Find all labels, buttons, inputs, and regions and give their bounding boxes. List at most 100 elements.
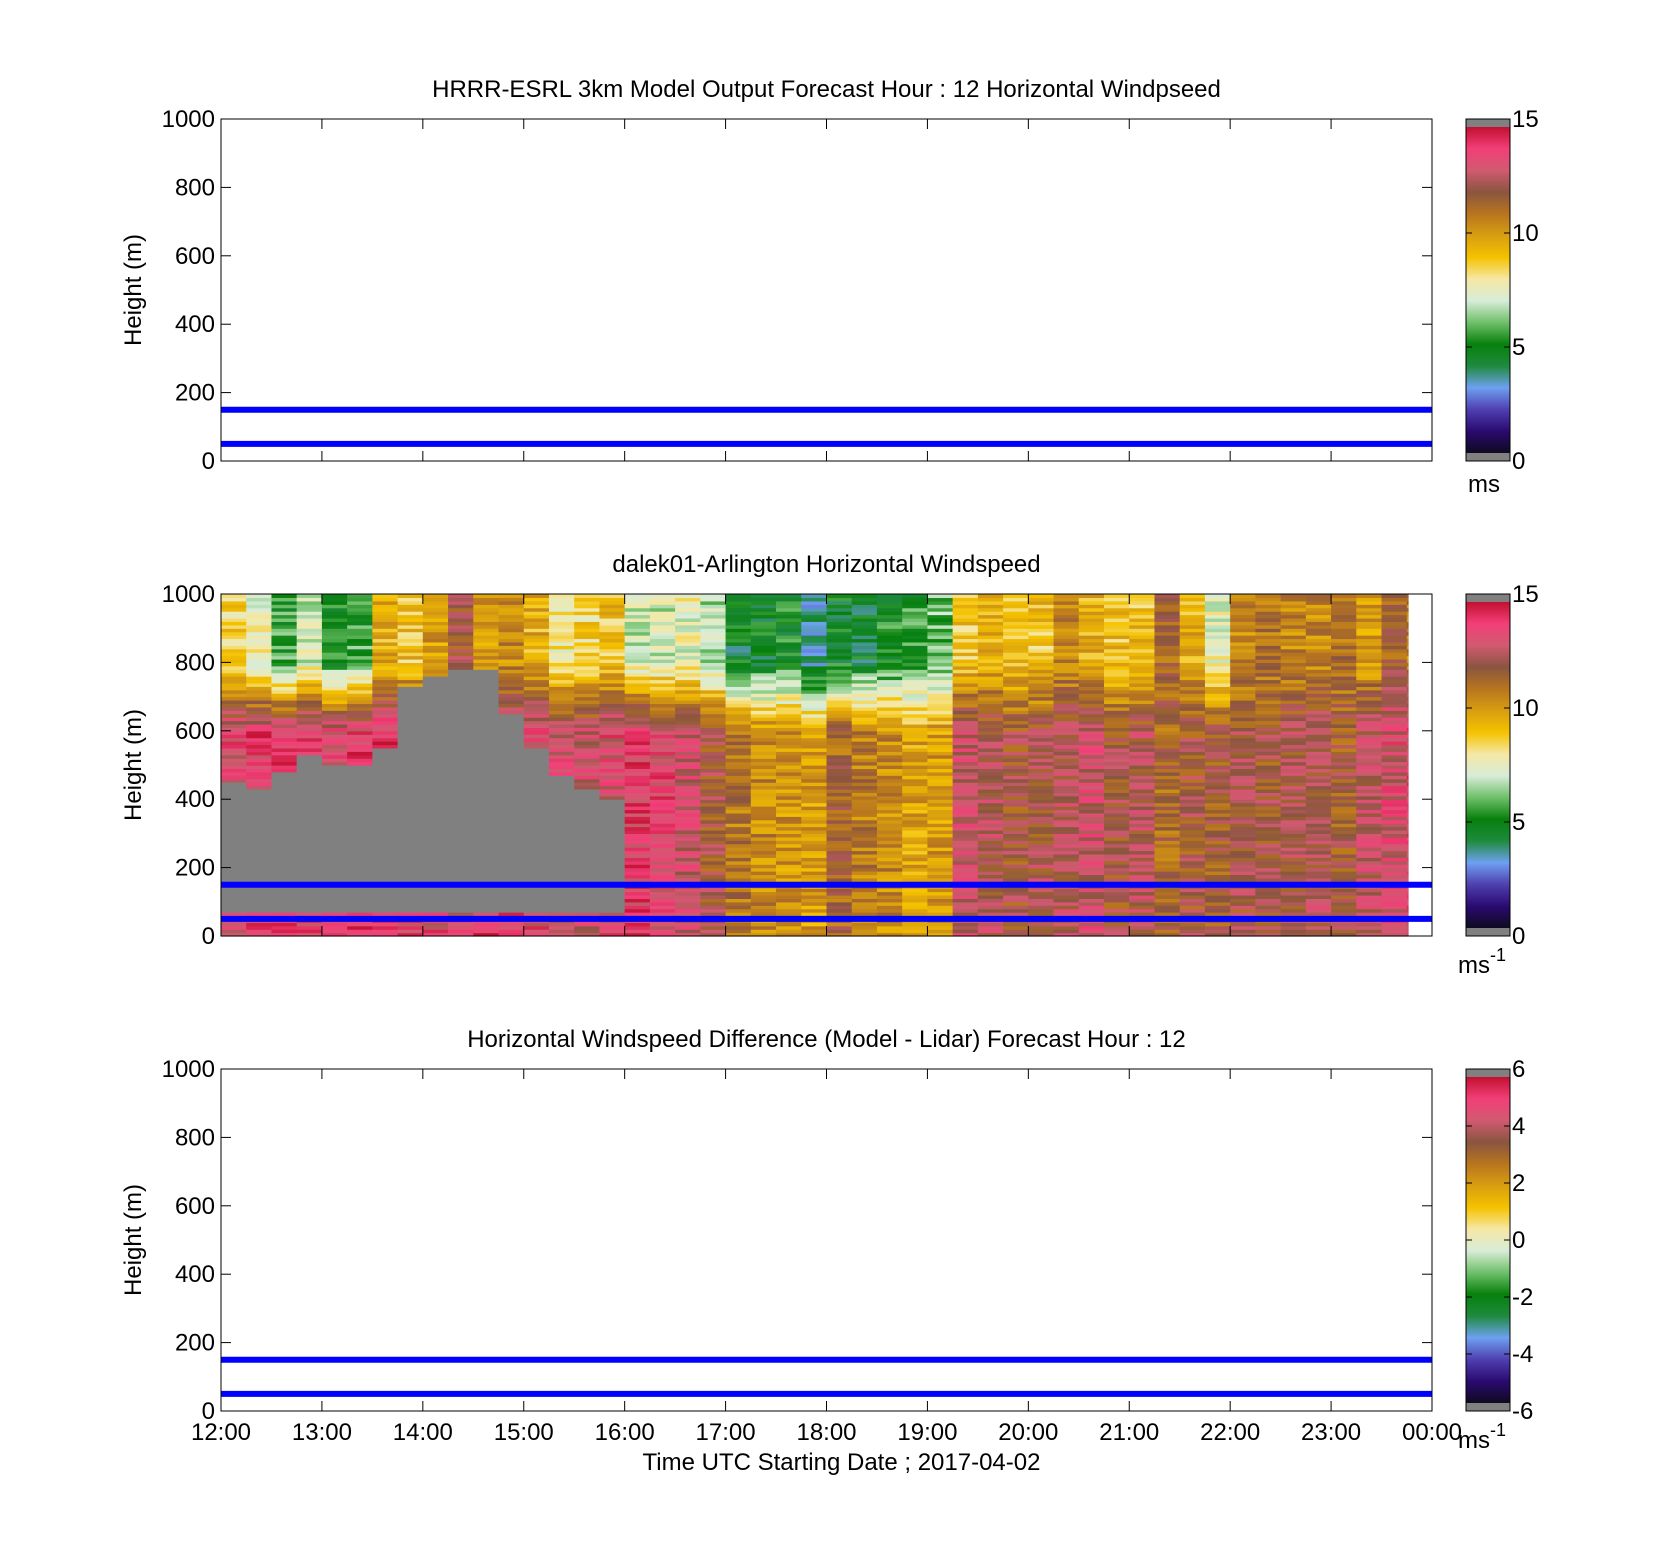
heatmap-cell	[473, 635, 500, 640]
heatmap-cell	[221, 922, 247, 927]
heatmap-cell	[649, 631, 676, 636]
heatmap-cell	[725, 792, 752, 797]
heatmap-cell	[448, 864, 474, 869]
heatmap-cell	[1255, 785, 1282, 790]
heatmap-cell	[523, 682, 550, 687]
heatmap-cell	[347, 888, 373, 893]
heatmap-cell	[1129, 929, 1156, 934]
heatmap-cell	[321, 894, 348, 899]
heatmap-cell	[675, 898, 701, 903]
heatmap-cell	[876, 638, 903, 643]
heatmap-cell	[902, 689, 929, 694]
heatmap-cell	[296, 689, 323, 694]
heatmap-cell	[347, 689, 373, 694]
heatmap-cell	[296, 788, 323, 793]
heatmap-cell	[876, 765, 903, 770]
heatmap-cell	[271, 645, 298, 650]
heatmap-cell	[523, 792, 550, 797]
heatmap-cell	[902, 631, 929, 636]
heatmap-cell	[271, 771, 298, 776]
heatmap-cell	[1280, 617, 1307, 622]
heatmap-cell	[246, 765, 273, 770]
heatmap-cell	[246, 655, 273, 660]
heatmap-cell	[1104, 645, 1130, 650]
heatmap-cell	[347, 635, 373, 640]
heatmap-cell	[952, 922, 979, 927]
heatmap-cell	[977, 628, 1004, 633]
heatmap-cell	[801, 840, 828, 845]
heatmap-cell	[851, 850, 878, 855]
heatmap-cell	[675, 617, 701, 622]
heatmap-cell	[422, 901, 449, 906]
heatmap-cell	[347, 662, 373, 667]
heatmap-cell	[977, 658, 1004, 663]
heatmap-cell	[1053, 641, 1080, 646]
heatmap-cell	[851, 717, 878, 722]
heatmap-cell	[1154, 819, 1181, 824]
heatmap-cell	[624, 864, 651, 869]
heatmap-cell	[1406, 741, 1409, 746]
heatmap-cell	[397, 823, 424, 828]
heatmap-cell	[548, 836, 575, 841]
heatmap-cell	[1104, 727, 1130, 732]
heatmap-cell	[1381, 713, 1408, 718]
heatmap-cell	[422, 912, 449, 917]
heatmap-cell	[498, 635, 525, 640]
heatmap-cell	[1003, 785, 1029, 790]
heatmap-cell	[624, 785, 651, 790]
heatmap-cell	[221, 669, 247, 674]
heatmap-cell	[599, 652, 626, 657]
heatmap-cell	[1179, 597, 1206, 602]
heatmap-cell	[876, 874, 903, 879]
heatmap-cell	[1179, 912, 1206, 917]
heatmap-cell	[1230, 624, 1256, 629]
heatmap-cell	[246, 686, 273, 691]
heatmap-cell	[1003, 700, 1029, 705]
heatmap-cell	[574, 802, 601, 807]
heatmap-cell	[1255, 641, 1282, 646]
heatmap-cell	[1204, 600, 1231, 605]
heatmap-cell	[1280, 741, 1307, 746]
heatmap-cell	[473, 703, 500, 708]
heatmap-cell	[776, 894, 802, 899]
heatmap-cell	[1179, 840, 1206, 845]
heatmap-cell	[1104, 751, 1130, 756]
heatmap-cell	[1003, 727, 1029, 732]
heatmap-cell	[1028, 607, 1055, 612]
heatmap-cell	[422, 809, 449, 814]
heatmap-cell	[473, 925, 500, 930]
heatmap-cell	[1204, 850, 1231, 855]
heatmap-cell	[1331, 874, 1357, 879]
y-tick-label: 600	[175, 243, 215, 270]
heatmap-cell	[498, 747, 525, 752]
heatmap-cell	[246, 631, 273, 636]
heatmap-cell	[826, 867, 853, 872]
heatmap-cell	[675, 744, 701, 749]
heatmap-cell	[876, 720, 903, 725]
heatmap-cell	[1028, 628, 1055, 633]
heatmap-cell	[700, 888, 727, 893]
heatmap-cell	[1280, 621, 1307, 626]
heatmap-cell	[1280, 624, 1307, 629]
heatmap-cell	[548, 655, 575, 660]
heatmap-cell	[826, 597, 853, 602]
colorbar-tick-label: 0	[1512, 448, 1525, 475]
heatmap-cell	[750, 826, 777, 831]
heatmap-cell	[725, 672, 752, 677]
heatmap-cell	[1230, 877, 1256, 882]
heatmap-cell	[1406, 672, 1409, 677]
heatmap-cell	[1331, 641, 1357, 646]
heatmap-cell	[1179, 679, 1206, 684]
heatmap-cell	[1104, 682, 1130, 687]
heatmap-cell	[473, 877, 500, 882]
heatmap-cell	[1381, 867, 1408, 872]
heatmap-cell	[977, 710, 1004, 715]
heatmap-cell	[1003, 860, 1029, 865]
heatmap-cell	[851, 836, 878, 841]
heatmap-cell	[1154, 905, 1181, 910]
heatmap-cell	[675, 655, 701, 660]
heatmap-cell	[1406, 655, 1409, 660]
heatmap-cell	[1356, 795, 1383, 800]
heatmap-cell	[1053, 751, 1080, 756]
